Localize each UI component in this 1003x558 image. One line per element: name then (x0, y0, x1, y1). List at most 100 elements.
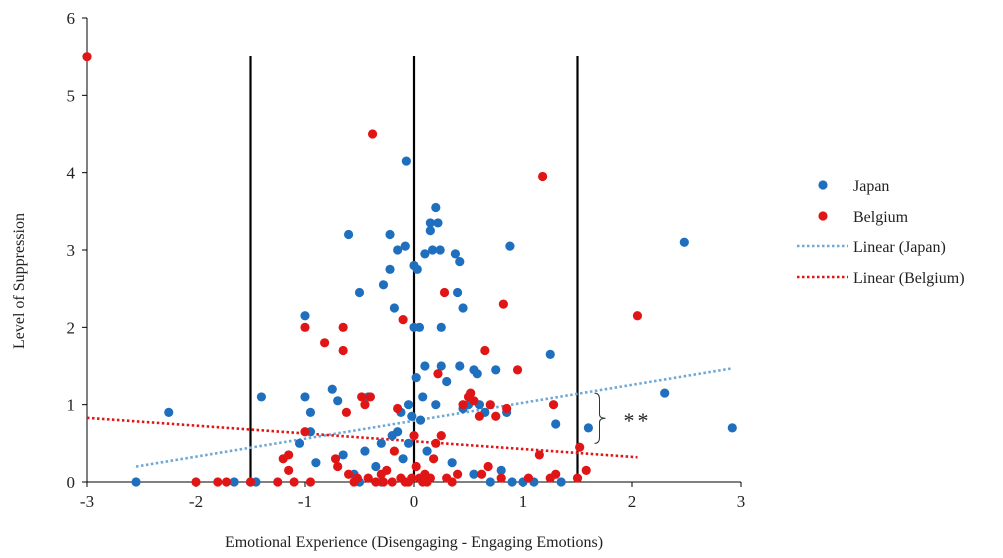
point-japan (393, 245, 403, 255)
point-belgium (213, 477, 223, 487)
point-belgium (300, 322, 310, 332)
x-tick-label: -3 (80, 492, 94, 511)
point-belgium (221, 477, 232, 487)
point-japan (425, 226, 435, 236)
point-belgium (289, 477, 299, 487)
point-japan (376, 438, 386, 448)
point-japan (300, 392, 310, 402)
point-belgium (273, 477, 283, 487)
x-tick-label: 3 (737, 492, 746, 511)
point-japan (393, 427, 403, 437)
point-japan (420, 361, 430, 371)
point-japan (431, 400, 441, 410)
point-japan (414, 322, 425, 332)
x-tick-label: 1 (519, 492, 528, 511)
point-japan (400, 241, 410, 251)
point-belgium (439, 287, 450, 298)
point-japan (436, 322, 446, 332)
point-japan (455, 257, 465, 267)
point-belgium (496, 473, 506, 483)
legend-marker-japan (818, 180, 828, 190)
point-belgium (284, 465, 294, 475)
x-tick-label: -2 (189, 492, 203, 511)
significance-stars: ** (624, 408, 652, 433)
point-japan (551, 419, 561, 429)
point-japan (427, 245, 438, 255)
x-axis-label: Emotional Experience (Disengaging - Enga… (225, 534, 603, 551)
point-japan (401, 156, 411, 166)
point-belgium (341, 407, 352, 417)
point-japan (556, 477, 566, 487)
point-belgium (502, 403, 512, 414)
point-belgium (367, 129, 378, 139)
point-belgium (411, 461, 421, 472)
point-belgium (431, 438, 441, 448)
y-axis-label: Level of Suppression (11, 213, 28, 349)
point-japan (442, 376, 452, 387)
point-japan (415, 415, 426, 425)
point-belgium (407, 473, 417, 483)
point-japan (311, 458, 321, 468)
significance-annotation: ** (594, 392, 652, 444)
point-belgium (365, 392, 375, 402)
point-belgium (453, 469, 463, 479)
point-japan (378, 280, 389, 290)
point-belgium (333, 461, 343, 472)
point-belgium (538, 171, 548, 182)
point-japan (164, 407, 174, 417)
point-japan (389, 303, 399, 313)
point-belgium (360, 400, 370, 410)
legend-label-linear-belgium: Linear (Belgium) (853, 270, 965, 287)
point-japan (131, 477, 141, 487)
point-japan (491, 365, 501, 375)
point-japan (403, 400, 414, 410)
point-belgium (548, 400, 559, 410)
point-belgium (284, 450, 294, 460)
point-belgium (436, 431, 446, 441)
point-belgium (534, 450, 544, 460)
point-japan (425, 218, 435, 228)
point-japan (422, 446, 432, 456)
point-japan (371, 461, 381, 472)
point-japan (294, 438, 305, 448)
point-belgium (82, 52, 92, 62)
point-japan (300, 311, 310, 321)
point-japan (436, 361, 446, 371)
point-japan (418, 392, 428, 402)
trendline-japan (135, 367, 733, 468)
point-japan (727, 423, 737, 433)
point-japan (507, 477, 517, 487)
point-belgium (523, 473, 534, 483)
point-japan (412, 264, 422, 274)
point-belgium (491, 411, 501, 421)
point-belgium (512, 365, 523, 375)
point-japan (256, 392, 266, 402)
point-belgium (429, 454, 439, 464)
point-japan (469, 469, 479, 479)
point-belgium (474, 411, 484, 421)
y-tick-label: 1 (67, 396, 76, 415)
point-japan (338, 450, 348, 460)
point-belgium (498, 299, 508, 309)
point-japan (327, 384, 337, 394)
point-belgium (632, 311, 643, 321)
point-belgium (363, 473, 373, 483)
point-belgium (425, 473, 435, 483)
point-belgium (330, 454, 341, 464)
point-japan (485, 477, 495, 487)
x-tick-label: -1 (298, 492, 312, 511)
point-belgium (458, 400, 468, 410)
point-japan (433, 218, 443, 228)
point-japan (679, 237, 689, 247)
y-tick-label: 3 (67, 241, 76, 260)
y-tick-label: 4 (67, 164, 76, 183)
point-belgium (485, 400, 495, 410)
point-belgium (357, 392, 367, 402)
point-japan (472, 369, 482, 379)
point-japan (354, 287, 365, 298)
point-belgium (382, 465, 392, 475)
trendlines (86, 367, 733, 468)
point-belgium (551, 469, 561, 479)
point-belgium (398, 315, 408, 325)
point-japan (360, 446, 370, 456)
